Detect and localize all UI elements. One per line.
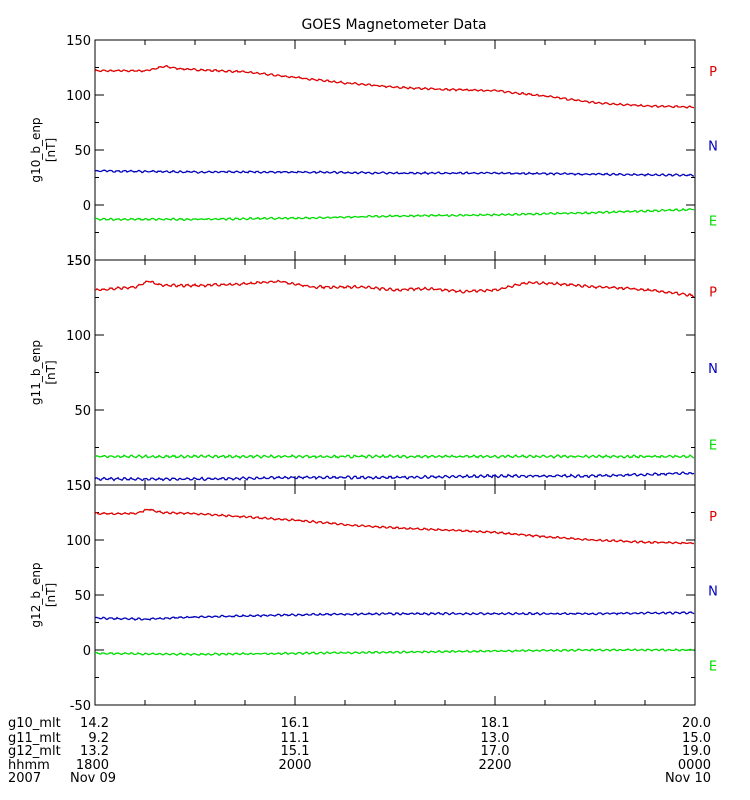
legend-label-n: N <box>708 362 718 377</box>
legend-label-n: N <box>708 585 718 600</box>
y-axis-unit: [nT] <box>44 583 58 607</box>
legend-label-e: E <box>709 439 717 454</box>
series-line-n <box>95 169 694 177</box>
axis-row-label: hhmm <box>8 758 50 773</box>
y-axis-unit: [nT] <box>44 360 58 384</box>
axis-row-label: g12_mlt <box>8 744 61 759</box>
axis-row-value: 0000 <box>678 758 711 773</box>
y-tick-label: 100 <box>66 329 91 344</box>
panel-frame <box>94 484 696 706</box>
panel-frame <box>94 259 696 486</box>
legend-label-p: P <box>709 65 717 80</box>
y-tick-label: -50 <box>70 254 91 269</box>
legend-label-p: P <box>709 510 717 525</box>
y-axis-label: g12_b_enp <box>29 562 43 627</box>
axis-row-value: 2000 <box>278 758 311 773</box>
axis-row-value: 18.1 <box>481 716 510 731</box>
axis-row-value: 19.0 <box>682 744 711 759</box>
y-tick-label: 100 <box>66 534 91 549</box>
series-line-p <box>95 508 695 545</box>
y-tick-label: 50 <box>74 404 91 419</box>
axis-row-value: 15.0 <box>682 731 711 746</box>
y-tick-label: 150 <box>66 254 91 269</box>
axis-row-value: 20.0 <box>682 716 711 731</box>
date-end: Nov 10 <box>665 771 711 786</box>
panel-2: 0 50 100 150 g11_b_enp [nT] P N E <box>29 254 718 494</box>
y-tick-label: 0 <box>83 644 91 659</box>
axis-row-value: 1800 <box>76 758 109 773</box>
series-line-e <box>95 207 694 222</box>
y-axis-unit: [nT] <box>44 138 58 162</box>
date-label: 2007 <box>8 771 41 786</box>
axis-row-value: 15.1 <box>281 744 310 759</box>
series-line-n <box>95 611 695 621</box>
chart-title: GOES Magnetometer Data <box>301 17 486 33</box>
bottom-axis-layer: g10_mlt 14.2 16.1 18.1 20.0 g11_mlt 9.2 11.1 13.… <box>8 716 711 786</box>
y-tick-label: 150 <box>66 479 91 494</box>
axis-row-value: 13.2 <box>80 744 109 759</box>
y-tick-label: 100 <box>66 89 91 104</box>
y-tick-label: 0 <box>83 479 91 494</box>
series-line-p <box>95 279 695 298</box>
axis-row-label: g11_mlt <box>8 731 61 746</box>
axis-row-value: 11.1 <box>281 731 310 746</box>
series-line-p <box>95 65 695 109</box>
panel-1: -50 0 50 100 150 g10_b_enp [nT] P N E <box>29 34 718 269</box>
y-tick-label: 50 <box>74 144 91 159</box>
y-axis-label: g11_b_enp <box>29 340 43 405</box>
y-tick-label: -50 <box>70 699 91 714</box>
legend-label-e: E <box>709 214 717 229</box>
axis-row-value: 14.2 <box>80 716 109 731</box>
axis-row-value: 9.2 <box>88 731 109 746</box>
y-tick-label: 0 <box>83 199 91 214</box>
y-tick-label: 150 <box>66 34 91 49</box>
axis-row-value: 2200 <box>478 758 511 773</box>
series-line-e <box>95 453 695 459</box>
y-axis-label: g10_b_enp <box>29 117 43 182</box>
axis-row-label: g10_mlt <box>8 716 61 731</box>
panel-frame <box>94 39 696 261</box>
legend-label-p: P <box>709 286 717 301</box>
date-start: Nov 09 <box>70 771 116 786</box>
legend-label-e: E <box>709 659 717 674</box>
panel-3: -50 0 50 100 150 g12_b_enp [nT] P N E <box>29 479 718 714</box>
legend-label-n: N <box>708 140 718 155</box>
series-line-n <box>95 471 695 482</box>
axis-row-value: 16.1 <box>281 716 310 731</box>
series-line-e <box>95 648 695 657</box>
axis-row-value: 13.0 <box>481 731 510 746</box>
y-tick-label: 50 <box>74 589 91 604</box>
axis-row-value: 17.0 <box>481 744 510 759</box>
